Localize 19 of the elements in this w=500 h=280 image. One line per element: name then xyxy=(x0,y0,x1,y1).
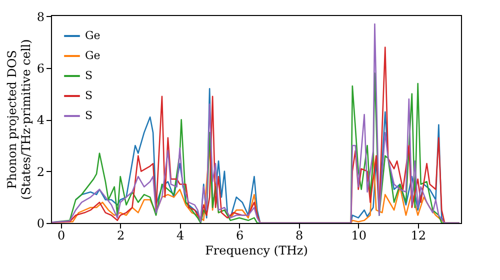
x-tick-label: 6 xyxy=(236,228,244,242)
y-tick-label: 6 xyxy=(36,61,44,76)
x-tick-label: 0 xyxy=(58,228,66,242)
y-tick-label: 0 xyxy=(36,216,44,230)
y-axis-title: Phonon projected DOS (States/THz·primitive cell) xyxy=(4,39,33,200)
legend-label: S xyxy=(85,109,93,122)
y-tick-label: 4 xyxy=(36,113,45,128)
x-axis-title: Frequency (THz) xyxy=(205,244,308,258)
legend-label: Ge xyxy=(85,29,100,42)
x-tick-label: 2 xyxy=(117,228,125,242)
x-tick-label: 4 xyxy=(176,228,185,242)
x-tick-label: 10 xyxy=(351,228,366,242)
legend-label: S xyxy=(85,69,93,82)
y-tick-label: 8 xyxy=(36,10,44,24)
legend-label: S xyxy=(85,89,93,102)
y-tick-label: 2 xyxy=(36,164,44,179)
legend-label: Ge xyxy=(85,49,100,62)
x-tick-label: 12 xyxy=(410,228,426,242)
x-tick-label: 8 xyxy=(296,228,304,242)
